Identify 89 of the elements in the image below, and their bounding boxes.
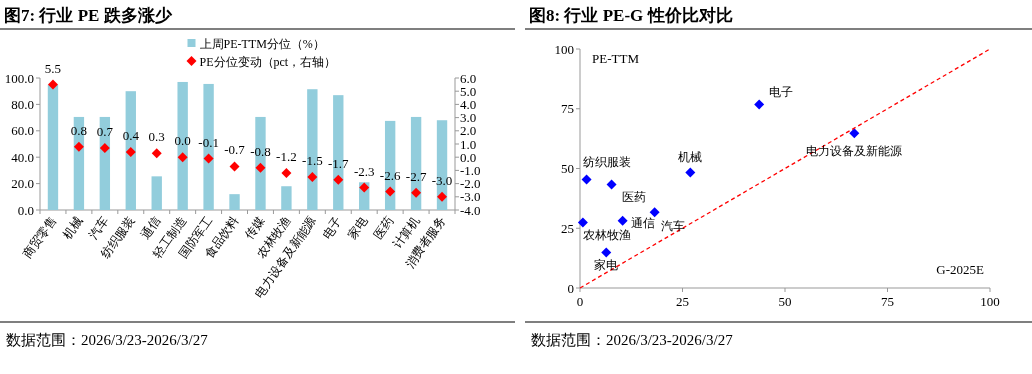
data-label: 5.5 <box>44 60 62 76</box>
y2-tick-label: -4.0 <box>460 202 481 218</box>
point <box>411 187 422 198</box>
data-label: -0.7 <box>224 142 246 158</box>
data-label: -2.7 <box>405 168 427 184</box>
text: 数据范围：2026/3/23-2026/3/27 <box>531 332 734 348</box>
x-tick-label: 机械 <box>60 213 86 242</box>
point <box>73 141 84 152</box>
y2-tick-label: 1.0 <box>460 136 477 152</box>
point <box>229 161 240 172</box>
chart-title: 图8: 行业 PE-G 性价比对比 <box>529 6 733 25</box>
y2-tick-label: -3.0 <box>460 189 481 205</box>
bar <box>229 194 240 210</box>
x-tick-label: 25 <box>676 294 689 309</box>
y-tick-label: 50 <box>561 161 574 176</box>
x-tick-label: 电子 <box>319 213 345 242</box>
data-label: -3.0 <box>431 172 453 188</box>
point <box>125 146 136 157</box>
point <box>577 217 588 228</box>
point <box>307 172 318 182</box>
point <box>333 174 344 185</box>
point <box>437 191 448 202</box>
y-tick-label: 60.0 <box>11 123 34 139</box>
annotation: 机械 <box>678 149 703 164</box>
text: 数据范围：2026/3/23-2026/3/27 <box>6 332 209 348</box>
y-tick-label: 0.0 <box>17 202 34 218</box>
point <box>359 182 370 193</box>
data-label: 0.8 <box>70 122 88 138</box>
x-tick-label: 50 <box>778 294 792 309</box>
y-tick-label: 75 <box>561 101 574 117</box>
bar <box>73 116 85 210</box>
data-label: 0.4 <box>122 127 140 143</box>
y-tick-label: 100.0 <box>4 70 34 86</box>
x-tick-label: 75 <box>881 294 894 309</box>
point <box>581 174 592 185</box>
data-label: -1.5 <box>302 153 323 168</box>
annotation: 纺织服装 <box>582 155 631 170</box>
point <box>754 99 765 110</box>
point <box>617 215 628 226</box>
x-axis-title: G-2025E <box>936 262 985 277</box>
point <box>281 168 292 179</box>
annotation: 医药 <box>621 189 646 204</box>
bar <box>151 176 162 210</box>
y-tick-label: 0 <box>567 280 574 296</box>
data-label: -0.1 <box>198 134 219 150</box>
y2-tick-label: -2.0 <box>460 176 481 192</box>
point <box>177 152 188 163</box>
point <box>203 153 214 164</box>
point <box>151 148 162 159</box>
data-label: -2.3 <box>353 163 375 179</box>
point <box>606 179 617 190</box>
y2-tick-label: -1.0 <box>460 162 481 178</box>
legend-label: 上周PE-TTM分位（%） <box>199 37 325 51</box>
point <box>685 167 696 178</box>
point <box>849 128 860 139</box>
annotation: 电子 <box>769 85 794 100</box>
y2-tick-label: 4.0 <box>460 96 477 112</box>
y-tick-label: 80.0 <box>11 96 34 112</box>
point <box>385 186 396 197</box>
point <box>649 207 660 218</box>
bar <box>281 186 292 210</box>
legend-label: PE分位变动（pct，右轴） <box>199 55 337 69</box>
point <box>255 162 266 173</box>
y2-tick-label: 0.0 <box>460 149 477 165</box>
y-tick-label: 100 <box>554 41 574 57</box>
y2-tick-label: 5.0 <box>460 83 477 99</box>
bar <box>99 116 111 210</box>
y-tick-label: 40.0 <box>11 149 34 165</box>
data-label: 0.0 <box>174 133 191 149</box>
y2-tick-label: 6.0 <box>460 70 477 86</box>
x-tick-label: 100 <box>980 294 1000 309</box>
data-label: -0.8 <box>250 143 271 159</box>
y-tick-label: 20.0 <box>11 176 34 192</box>
data-label: 0.7 <box>96 123 114 139</box>
y2-tick-label: 3.0 <box>460 110 477 126</box>
annotation: 电力设备及新能源 <box>806 144 903 159</box>
y-axis-title: PE-TTM <box>592 51 640 66</box>
data-label: -2.6 <box>379 167 401 183</box>
data-label: -1.2 <box>276 149 297 165</box>
data-label: -1.7 <box>327 155 350 171</box>
bar <box>47 84 59 210</box>
chart-title: 图7: 行业 PE 跌多涨少 <box>4 6 173 25</box>
point <box>601 247 612 258</box>
point <box>99 142 110 153</box>
x-tick-label: 家电 <box>345 213 371 242</box>
x-tick-label: 0 <box>576 294 584 309</box>
y2-tick-label: 2.0 <box>460 123 477 139</box>
point <box>47 79 58 90</box>
data-label: 0.3 <box>148 129 165 145</box>
